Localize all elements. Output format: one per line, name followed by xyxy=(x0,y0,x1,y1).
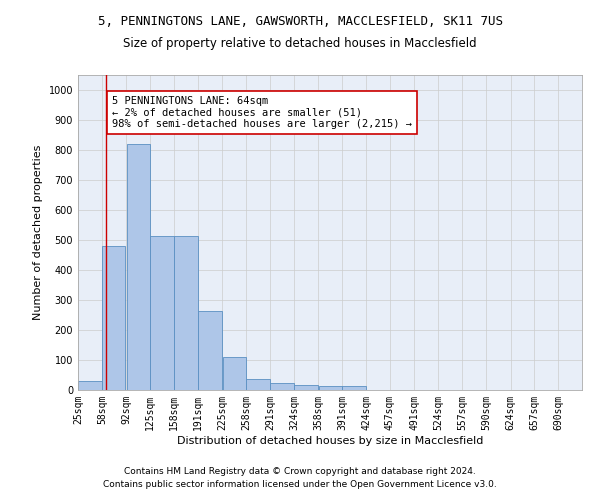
Bar xyxy=(270,384,294,390)
Text: 5 PENNINGTONS LANE: 64sqm
← 2% of detached houses are smaller (51)
98% of semi-d: 5 PENNINGTONS LANE: 64sqm ← 2% of detach… xyxy=(112,96,412,129)
Bar xyxy=(151,236,174,390)
Text: Contains public sector information licensed under the Open Government Licence v3: Contains public sector information licen… xyxy=(103,480,497,489)
Bar xyxy=(127,144,150,390)
Bar xyxy=(343,386,366,390)
Bar xyxy=(78,381,101,390)
Bar xyxy=(247,378,270,390)
Text: Contains HM Land Registry data © Crown copyright and database right 2024.: Contains HM Land Registry data © Crown c… xyxy=(124,467,476,476)
Bar xyxy=(319,386,342,390)
Bar xyxy=(102,246,125,390)
X-axis label: Distribution of detached houses by size in Macclesfield: Distribution of detached houses by size … xyxy=(177,436,483,446)
Text: 5, PENNINGTONS LANE, GAWSWORTH, MACCLESFIELD, SK11 7US: 5, PENNINGTONS LANE, GAWSWORTH, MACCLESF… xyxy=(97,15,503,28)
Bar xyxy=(294,384,317,390)
Bar xyxy=(174,236,197,390)
Text: Size of property relative to detached houses in Macclesfield: Size of property relative to detached ho… xyxy=(123,38,477,51)
Bar xyxy=(223,357,246,390)
Bar xyxy=(198,310,221,390)
Y-axis label: Number of detached properties: Number of detached properties xyxy=(33,145,43,320)
